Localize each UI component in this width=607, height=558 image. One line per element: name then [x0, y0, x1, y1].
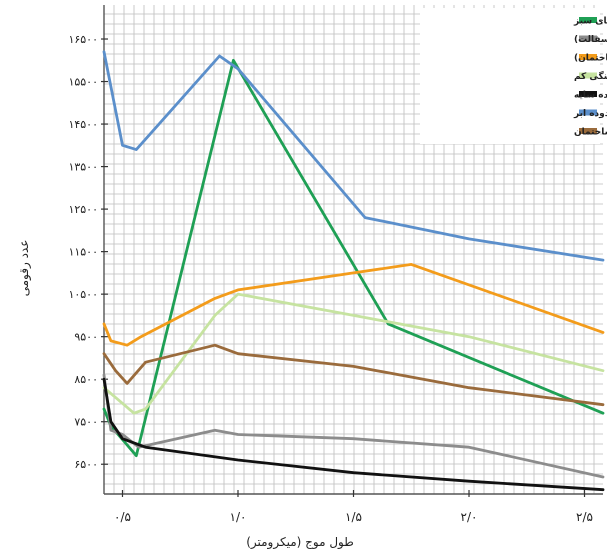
legend-swatch — [579, 72, 597, 79]
legend-label: پوشش سبزینگی کم — [574, 70, 607, 82]
series-line-2 — [102, 373, 605, 479]
x-tick-label: ۱/۵ — [345, 510, 362, 524]
y-tick-label: ۱۰۵۰۰ — [68, 288, 98, 301]
legend-label: محدوده مختلط زمین لخت + ساختمان — [574, 128, 607, 138]
legend-label: محدوده مسکونی (ساختمان) — [574, 54, 607, 64]
grid — [103, 5, 603, 495]
legend-label: محدوده فضای سبز — [573, 17, 607, 27]
y-tick-label: ۱۲۵۰۰ — [68, 203, 98, 216]
legend-label: محدوده ابر — [573, 109, 607, 119]
y-tick-label: ۱۵۵۰۰ — [68, 76, 98, 89]
legend-box — [420, 8, 600, 144]
series-line-7 — [102, 343, 605, 407]
series-line-4 — [102, 292, 605, 415]
y-tick-label: ۹۵۰۰ — [74, 331, 98, 344]
legend: محدوده فضای سبز محدوده اتوبان (آسفالت) محد… — [420, 8, 607, 144]
legend-swatch — [579, 109, 597, 116]
x-tick-label: ۱/۰ — [230, 510, 247, 524]
y-tick-label: ۸۵۰۰ — [74, 373, 98, 386]
y-axis-label: عدد رقومی — [17, 240, 32, 297]
y-tick-label: ۷۵۰۰ — [74, 416, 98, 429]
legend-swatch — [579, 54, 597, 60]
series-line-5 — [102, 377, 605, 492]
y-tick-label: ۱۱۵۰۰ — [68, 246, 98, 259]
x-axis-label: طول موج (میکرومتر) — [246, 535, 354, 550]
axes: عدد رقومی طول موج (میکرومتر) ۶۵۰۰ ۷۵۰۰ ۸۵۰… — [17, 5, 603, 550]
y-tick-label: ۱۶۵۰۰ — [68, 33, 98, 46]
y-tick-label: ۱۳۵۰۰ — [68, 161, 98, 174]
legend-swatch — [579, 35, 597, 42]
x-tick-label: ۲/۰ — [461, 510, 478, 524]
legend-swatch — [579, 91, 597, 97]
x-tick-label: ۰/۵ — [114, 510, 131, 524]
legend-swatch — [579, 17, 597, 23]
legend-swatch — [579, 128, 597, 134]
legend-label: محدوده سایه — [574, 91, 607, 101]
x-tick-label: ۲/۵ — [576, 510, 593, 524]
y-tick-label: ۶۵۰۰ — [74, 458, 98, 471]
series — [102, 50, 605, 492]
legend-label: محدوده اتوبان (آسفالت) — [574, 33, 607, 45]
series-line-6 — [102, 50, 605, 262]
y-tick-label: ۱۴۵۰۰ — [68, 118, 98, 131]
series-line-3 — [102, 262, 605, 347]
